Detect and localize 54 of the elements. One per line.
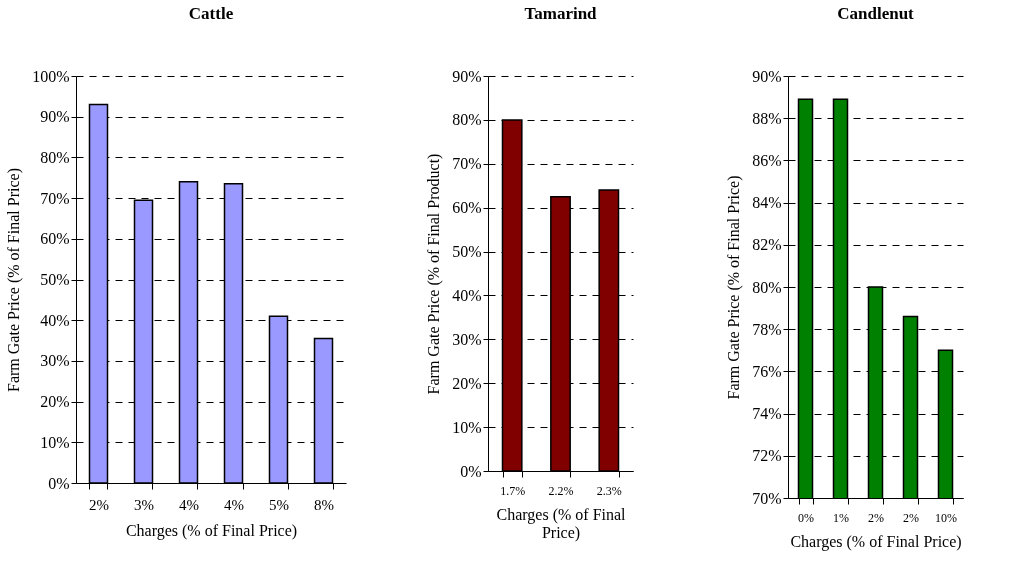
- x-tick-label: 2%: [903, 510, 919, 525]
- x-axis-title: Charges (% of Final Price): [125, 521, 298, 540]
- x-tick-label: 10%: [935, 510, 957, 525]
- y-tick-label: 0%: [460, 462, 482, 480]
- x-tick-label: 8%: [314, 496, 334, 513]
- y-axis-title: Farm Gate Price (% of Final Price): [5, 168, 24, 392]
- x-tick-label: 4%: [179, 496, 199, 513]
- y-tick-label: 72%: [752, 447, 782, 465]
- y-axis-title: Farm Gate Price (% of Final Product): [425, 153, 444, 395]
- y-tick-label: 10%: [452, 418, 482, 436]
- y-tick-label: 60%: [452, 199, 482, 217]
- y-tick-label: 60%: [40, 230, 70, 248]
- y-tick-label: 74%: [752, 405, 782, 423]
- y-tick-label: 10%: [40, 433, 70, 451]
- x-tick-label: 1%: [833, 510, 849, 525]
- y-tick-label: 70%: [452, 155, 482, 173]
- y-tick-label: 30%: [452, 330, 482, 348]
- y-tick-label: 50%: [40, 271, 70, 288]
- x-tick-label: 4%: [224, 496, 244, 513]
- chart-title: Candlenut: [837, 4, 915, 23]
- y-tick-label: 70%: [40, 189, 70, 207]
- y-tick-label: 76%: [752, 362, 782, 380]
- y-tick-label: 84%: [752, 194, 782, 212]
- y-tick-label: 80%: [752, 278, 782, 296]
- y-tick-label: 70%: [752, 489, 782, 507]
- x-tick-label: 1.7%: [500, 483, 526, 498]
- y-tick-label: 78%: [752, 320, 782, 338]
- y-tick-label: 40%: [40, 311, 70, 329]
- y-tick-label: 20%: [40, 393, 70, 411]
- x-tick-label: 2%: [868, 510, 884, 525]
- x-tick-label: 2.2%: [548, 483, 574, 498]
- y-tick-label: 90%: [40, 108, 70, 126]
- y-tick-label: 20%: [452, 374, 482, 392]
- x-axis-title: Charges (% of Final Price): [790, 532, 962, 551]
- chart-title: Cattle: [188, 4, 234, 23]
- x-axis-title: Charges (% of Final Price): [496, 505, 627, 542]
- y-tick-label: 100%: [32, 67, 70, 85]
- y-tick-label: 30%: [40, 352, 70, 370]
- x-tick-label: 2%: [89, 496, 109, 513]
- y-tick-label: 80%: [452, 111, 482, 129]
- y-tick-label: 40%: [452, 286, 482, 304]
- y-tick-label: 88%: [752, 109, 782, 127]
- y-axis-title: Farm Gate Price (% of Final Price): [725, 175, 744, 400]
- y-tick-label: 50%: [452, 243, 482, 261]
- x-tick-label: 2.3%: [596, 483, 622, 498]
- y-tick-label: 90%: [752, 67, 782, 85]
- x-tick-label: 0%: [798, 510, 814, 525]
- y-tick-label: 82%: [752, 236, 782, 254]
- chart-title: Tamarind: [524, 4, 598, 23]
- x-tick-label: 5%: [269, 496, 289, 513]
- y-tick-label: 80%: [40, 148, 70, 166]
- y-tick-label: 90%: [452, 67, 482, 85]
- x-tick-label: 3%: [134, 496, 154, 513]
- y-tick-label: 86%: [752, 151, 782, 169]
